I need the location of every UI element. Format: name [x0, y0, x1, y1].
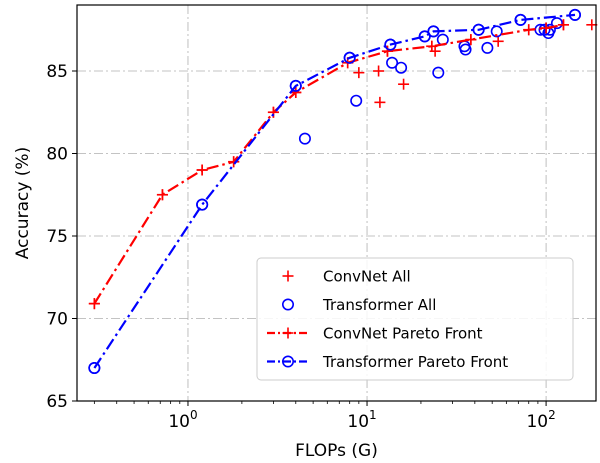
data-point — [465, 34, 477, 46]
legend-box — [256, 257, 574, 381]
data-point — [543, 23, 556, 36]
legend-marker — [281, 355, 294, 368]
legend-item: Transformer Pareto Front — [267, 353, 508, 371]
data-point — [432, 66, 445, 79]
data-point — [88, 361, 101, 374]
data-point — [550, 17, 563, 30]
data-point — [523, 24, 535, 36]
plot-frame — [76, 4, 597, 402]
pareto-line — [93, 13, 576, 369]
x-tick-label: 102 — [526, 408, 555, 432]
legend-label: Transformer Pareto Front — [322, 353, 508, 371]
data-point — [298, 132, 311, 145]
data-point — [353, 67, 365, 79]
x-tick-base: 10 — [526, 412, 548, 432]
legend-label: ConvNet Pareto Front — [323, 325, 483, 343]
x-tick-label: 101 — [347, 408, 376, 432]
data-point — [481, 41, 494, 54]
legend-marker — [282, 327, 294, 339]
x-tick-exponent: 1 — [369, 408, 377, 422]
x-tick-exponent: 2 — [548, 408, 556, 422]
data-point — [492, 35, 504, 47]
x-tick-base: 10 — [347, 412, 369, 432]
data-point — [426, 40, 438, 52]
data-point — [384, 38, 397, 51]
series-layer — [88, 8, 598, 374]
data-point — [514, 13, 527, 26]
data-point — [373, 65, 385, 77]
data-point — [156, 189, 168, 201]
data-point — [490, 25, 503, 38]
data-point — [343, 51, 356, 64]
series-3 — [88, 8, 581, 374]
data-point — [350, 94, 363, 107]
data-point — [472, 23, 485, 36]
data-point — [427, 25, 440, 38]
data-point — [386, 56, 399, 69]
data-point — [540, 22, 552, 34]
data-point — [88, 298, 100, 310]
legend-label: ConvNet All — [323, 268, 411, 286]
data-point — [398, 78, 410, 90]
data-point — [381, 45, 393, 57]
y-tick-label: 65 — [46, 392, 68, 412]
y-tick-label: 70 — [46, 310, 68, 330]
data-point — [538, 23, 551, 36]
data-point — [374, 96, 386, 108]
legend: ConvNet All Transformer All ConvNet Pareto… — [256, 257, 574, 381]
data-point — [418, 30, 431, 43]
legend-marker — [281, 298, 294, 311]
legend-label: Transformer All — [322, 296, 436, 314]
legend-item: ConvNet Pareto Front — [267, 325, 483, 343]
x-tick-label: 100 — [168, 408, 197, 432]
x-axis-label: FLOPs (G) — [295, 441, 378, 461]
x-tick-base: 10 — [168, 412, 190, 432]
data-point — [395, 61, 408, 74]
legend-item: Transformer All — [281, 296, 436, 314]
y-tick-label: 85 — [46, 62, 68, 82]
legend-marker — [282, 270, 294, 282]
data-point — [196, 198, 209, 211]
legend-item: ConvNet All — [282, 268, 411, 286]
x-tick-exponent: 0 — [190, 408, 198, 422]
y-tick-label: 80 — [46, 145, 68, 165]
y-axis-label: Accuracy (%) — [13, 147, 33, 259]
data-point — [568, 8, 581, 21]
data-point — [557, 19, 569, 31]
data-point — [289, 79, 302, 92]
data-point — [290, 86, 302, 98]
data-point — [196, 164, 208, 176]
data-point — [459, 43, 472, 56]
y-tick-label: 75 — [46, 227, 68, 247]
